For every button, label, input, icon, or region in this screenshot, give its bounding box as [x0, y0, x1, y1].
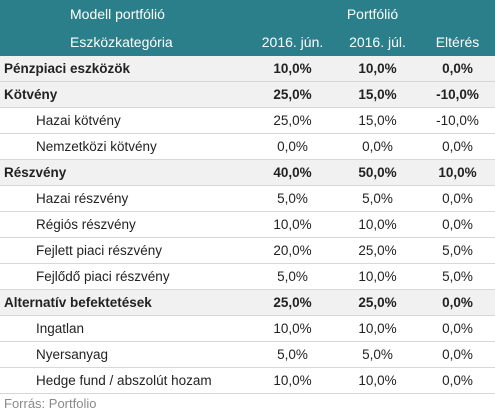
subcategory-row: Fejlett piaci részvény 20,0% 25,0% 5,0% [0, 237, 495, 264]
subcategory-row: Fejlődő piaci részvény 5,0% 10,0% 5,0% [0, 263, 495, 290]
row-label: Fejlődő piaci részvény [0, 263, 250, 290]
diff-value: 0,0% [420, 315, 495, 342]
jun-header: 2016. jún. [261, 33, 324, 50]
row-label: Hazai részvény [0, 185, 250, 212]
jun-value: 40,0% [250, 159, 335, 186]
table-header: Modell portfólió Portfólió Eszközkategór… [0, 0, 495, 56]
row-label: Ingatlan [0, 315, 250, 342]
jul-value: 15,0% [335, 81, 420, 108]
portfolio-group-header: Portfólió [346, 5, 399, 22]
jul-value: 10,0% [335, 56, 420, 82]
diff-value: 0,0% [420, 289, 495, 316]
jun-value: 5,0% [250, 263, 335, 290]
row-label: Részvény [0, 159, 250, 186]
jun-value: 10,0% [250, 315, 335, 342]
row-label: Nyersanyag [0, 341, 250, 368]
category-row: Pénzpiaci eszközök 10,0% 10,0% 0,0% [0, 56, 495, 82]
header-row-top: Modell portfólió Portfólió [0, 0, 495, 27]
diff-value: -10,0% [420, 107, 495, 134]
jul-value: 10,0% [335, 263, 420, 290]
diff-value: -10,0% [420, 81, 495, 108]
diff-value: 10,0% [420, 159, 495, 186]
jul-value: 5,0% [335, 341, 420, 368]
jul-value: 25,0% [335, 289, 420, 316]
row-label: Fejlett piaci részvény [0, 237, 250, 264]
diff-value: 0,0% [420, 367, 495, 394]
table-body: Pénzpiaci eszközök 10,0% 10,0% 0,0% Kötvény 2… [0, 56, 495, 394]
jun-value: 5,0% [250, 185, 335, 212]
diff-value: 0,0% [420, 211, 495, 238]
row-label: Kötvény [0, 81, 250, 108]
row-label: Nemzetközi kötvény [0, 133, 250, 160]
diff-value: 0,0% [420, 185, 495, 212]
header-row-bottom: Eszközkategória 2016. jún. 2016. júl. El… [0, 27, 495, 56]
model-portfolio-header: Modell portfólió [70, 5, 165, 22]
row-label: Pénzpiaci eszközök [0, 56, 250, 82]
category-row: Kötvény 25,0% 15,0% -10,0% [0, 81, 495, 108]
jul-value: 25,0% [335, 237, 420, 264]
row-label: Alternatív befektetések [0, 289, 250, 316]
subcategory-row: Hedge fund / abszolút hozam 10,0% 10,0% 0,0… [0, 367, 495, 394]
row-label: Régiós részvény [0, 211, 250, 238]
jul-value: 10,0% [335, 315, 420, 342]
subcategory-row: Nemzetközi kötvény 0,0% 0,0% 0,0% [0, 133, 495, 160]
jun-value: 20,0% [250, 237, 335, 264]
category-row: Alternatív befektetések 25,0% 25,0% 0,0% [0, 289, 495, 316]
diff-header: Eltérés [435, 33, 480, 50]
jul-header: 2016. júl. [349, 33, 406, 50]
subcategory-row: Hazai kötvény 25,0% 15,0% -10,0% [0, 107, 495, 134]
source-note: Forrás: Portfolio [4, 396, 97, 411]
jul-value: 10,0% [335, 367, 420, 394]
jun-value: 25,0% [250, 107, 335, 134]
jun-value: 10,0% [250, 367, 335, 394]
jun-value: 10,0% [250, 211, 335, 238]
diff-value: 0,0% [420, 133, 495, 160]
diff-value: 5,0% [420, 237, 495, 264]
diff-value: 0,0% [420, 341, 495, 368]
subcategory-row: Régiós részvény 10,0% 10,0% 0,0% [0, 211, 495, 238]
portfolio-table: Modell portfólió Portfólió Eszközkategór… [0, 0, 495, 394]
category-header: Eszközkategória [70, 33, 173, 50]
jul-value: 5,0% [335, 185, 420, 212]
jul-value: 15,0% [335, 107, 420, 134]
row-label: Hedge fund / abszolút hozam [0, 367, 250, 394]
category-row: Részvény 40,0% 50,0% 10,0% [0, 159, 495, 186]
jul-value: 0,0% [335, 133, 420, 160]
row-label: Hazai kötvény [0, 107, 250, 134]
jun-value: 25,0% [250, 81, 335, 108]
jul-value: 50,0% [335, 159, 420, 186]
jun-value: 10,0% [250, 56, 335, 82]
jun-value: 0,0% [250, 133, 335, 160]
subcategory-row: Nyersanyag 5,0% 5,0% 0,0% [0, 341, 495, 368]
diff-value: 0,0% [420, 56, 495, 82]
diff-value: 5,0% [420, 263, 495, 290]
jun-value: 25,0% [250, 289, 335, 316]
jun-value: 5,0% [250, 341, 335, 368]
subcategory-row: Ingatlan 10,0% 10,0% 0,0% [0, 315, 495, 342]
subcategory-row: Hazai részvény 5,0% 5,0% 0,0% [0, 185, 495, 212]
jul-value: 10,0% [335, 211, 420, 238]
